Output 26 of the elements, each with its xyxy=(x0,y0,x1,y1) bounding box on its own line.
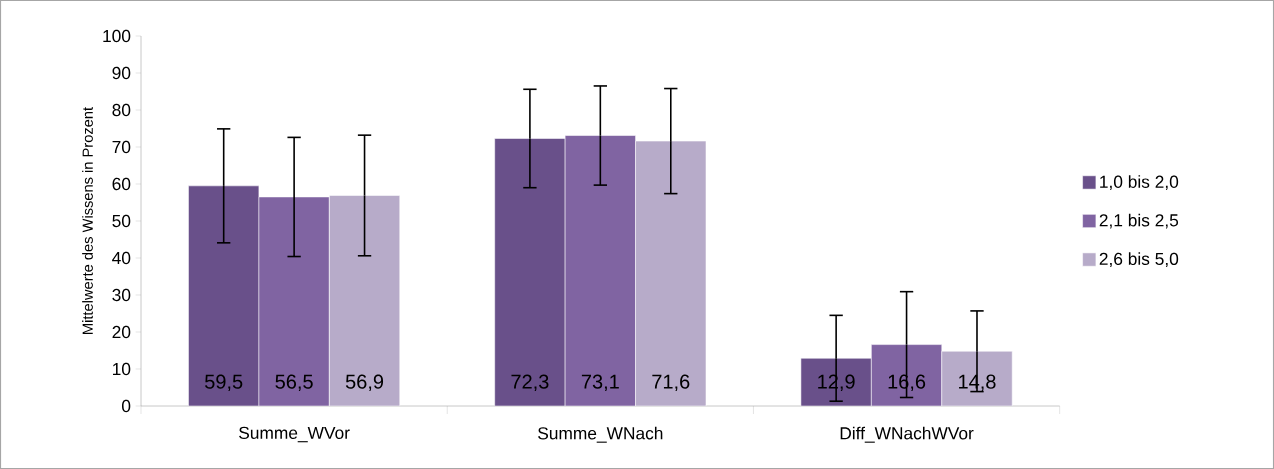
data-label: 71,6 xyxy=(652,374,690,392)
y-tick-label: 0 xyxy=(121,399,131,413)
x-tick-label: Summe_WNach xyxy=(538,426,663,443)
y-tick-label: 60 xyxy=(112,177,131,191)
y-tick-label: 20 xyxy=(112,325,131,339)
y-tick-label: 70 xyxy=(112,140,131,154)
data-label: 59,5 xyxy=(205,374,243,392)
legend-label: 2,1 bis 2,5 xyxy=(1099,213,1179,229)
legend-label: 2,6 bis 5,0 xyxy=(1099,252,1179,268)
x-tick-label: Diff_WNachWVor xyxy=(840,426,974,443)
y-tick-label: 100 xyxy=(103,29,131,43)
y-axis-title: Mittelwerte des Wissens in Prozent xyxy=(82,107,93,334)
y-tick-label: 50 xyxy=(112,214,131,228)
data-label: 72,3 xyxy=(511,374,549,392)
y-tick-label: 10 xyxy=(113,362,131,376)
legend-label: 1,0 bis 2,0 xyxy=(1100,175,1179,190)
y-tick-label: 90 xyxy=(112,66,131,80)
y-tick-label: 80 xyxy=(112,103,131,117)
y-tick-label: 30 xyxy=(112,288,131,302)
data-label: 73,1 xyxy=(581,374,619,392)
bar xyxy=(635,140,707,406)
y-tick-label: 40 xyxy=(112,251,131,265)
x-tick-label: Summe_WVor xyxy=(239,426,350,443)
data-label: 56,9 xyxy=(345,374,384,392)
data-label: 56,5 xyxy=(275,374,313,392)
bar xyxy=(329,195,401,406)
